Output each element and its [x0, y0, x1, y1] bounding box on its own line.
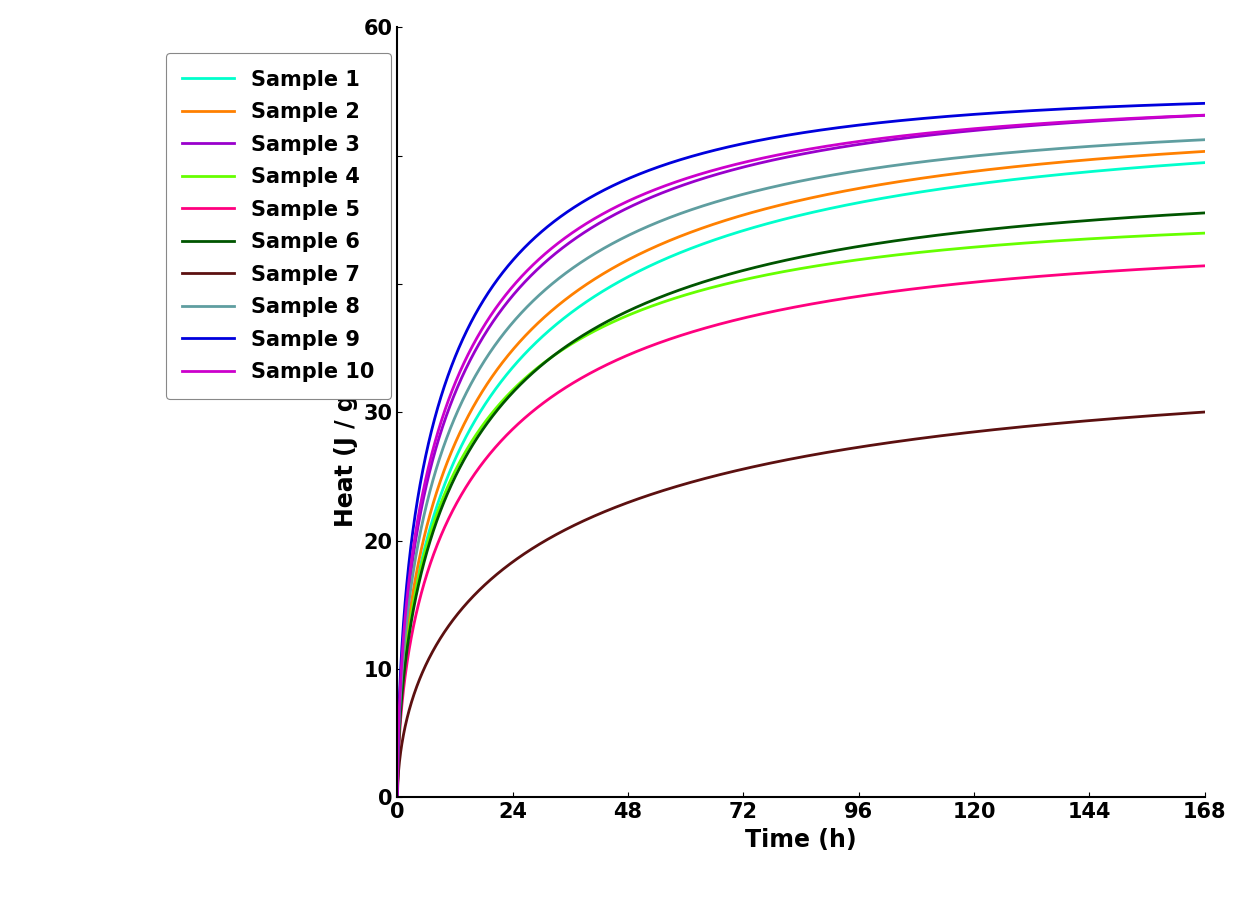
- Sample 2: [1026, 159, 1041, 170]
- Sample 10: [1174, 111, 1189, 121]
- Y-axis label: Heat (J / g solids): Heat (J / g solids): [334, 297, 358, 527]
- Line: Sample 7: Sample 7: [397, 412, 1205, 797]
- Sample 7: [431, 636, 446, 647]
- Sample 9: [1197, 98, 1212, 109]
- Sample 4: [1174, 228, 1189, 239]
- Sample 8: [1026, 145, 1041, 156]
- Sample 3: [1026, 120, 1041, 130]
- Sample 2: [782, 198, 797, 208]
- Sample 7: [1197, 407, 1212, 418]
- Sample 3: [761, 156, 776, 167]
- Sample 7: [390, 792, 405, 803]
- Sample 9: [431, 400, 446, 410]
- Line: Sample 2: Sample 2: [397, 151, 1205, 797]
- Line: Sample 5: Sample 5: [397, 265, 1205, 797]
- Sample 1: [431, 496, 446, 506]
- Sample 6: [782, 254, 797, 265]
- Sample 1: [1174, 159, 1189, 169]
- Sample 2: [390, 792, 405, 803]
- Sample 1: [1026, 172, 1041, 183]
- Sample 6: [431, 510, 446, 521]
- Sample 6: [390, 792, 405, 803]
- Sample 4: [761, 269, 776, 280]
- Sample 1: [761, 217, 776, 228]
- X-axis label: Time (h): Time (h): [745, 828, 857, 852]
- Sample 2: [761, 203, 776, 214]
- Sample 4: [1174, 228, 1189, 239]
- Sample 10: [1174, 111, 1189, 121]
- Sample 6: [1026, 219, 1041, 230]
- Sample 6: [761, 259, 776, 270]
- Sample 9: [761, 133, 776, 144]
- Sample 7: [1026, 420, 1041, 431]
- Sample 1: [390, 792, 405, 803]
- Sample 5: [782, 303, 797, 313]
- Sample 4: [431, 504, 446, 515]
- Sample 8: [1197, 134, 1212, 145]
- Sample 3: [1197, 110, 1212, 120]
- Line: Sample 10: Sample 10: [397, 115, 1205, 797]
- Sample 2: [1197, 146, 1212, 157]
- Sample 9: [782, 130, 797, 140]
- Line: Sample 4: Sample 4: [397, 233, 1205, 797]
- Sample 9: [1026, 105, 1041, 116]
- Sample 2: [431, 481, 446, 492]
- Sample 5: [1197, 260, 1212, 271]
- Line: Sample 1: Sample 1: [397, 162, 1205, 797]
- Sample 8: [431, 456, 446, 467]
- Sample 6: [1174, 209, 1189, 220]
- Sample 5: [1174, 262, 1189, 273]
- Sample 3: [431, 434, 446, 445]
- Sample 3: [782, 151, 797, 162]
- Sample 5: [1026, 272, 1041, 283]
- Sample 5: [431, 535, 446, 546]
- Sample 8: [782, 178, 797, 188]
- Legend: Sample 1, Sample 2, Sample 3, Sample 4, Sample 5, Sample 6, Sample 7, Sample 8, : Sample 1, Sample 2, Sample 3, Sample 4, …: [165, 53, 391, 399]
- Sample 4: [390, 792, 405, 803]
- Sample 1: [1174, 159, 1189, 169]
- Line: Sample 3: Sample 3: [397, 115, 1205, 797]
- Sample 10: [1197, 110, 1212, 120]
- Sample 5: [390, 792, 405, 803]
- Sample 7: [1174, 409, 1189, 419]
- Sample 7: [1174, 409, 1189, 419]
- Sample 4: [1197, 227, 1212, 238]
- Sample 4: [1026, 237, 1041, 248]
- Sample 10: [390, 792, 405, 803]
- Sample 2: [1174, 148, 1189, 159]
- Sample 5: [761, 307, 776, 318]
- Sample 9: [390, 792, 405, 803]
- Sample 7: [761, 458, 776, 469]
- Sample 1: [782, 212, 797, 223]
- Sample 8: [1174, 136, 1189, 147]
- Sample 8: [1174, 136, 1189, 147]
- Sample 10: [782, 147, 797, 158]
- Sample 6: [1174, 208, 1189, 219]
- Sample 6: [1197, 207, 1212, 218]
- Sample 5: [1174, 262, 1189, 273]
- Sample 2: [1174, 148, 1189, 159]
- Sample 1: [1197, 157, 1212, 168]
- Sample 3: [1174, 111, 1189, 121]
- Sample 9: [1174, 99, 1189, 110]
- Sample 3: [1174, 111, 1189, 122]
- Sample 10: [761, 151, 776, 162]
- Sample 4: [782, 265, 797, 276]
- Line: Sample 8: Sample 8: [397, 140, 1205, 797]
- Sample 10: [1026, 119, 1041, 130]
- Line: Sample 6: Sample 6: [397, 213, 1205, 797]
- Line: Sample 9: Sample 9: [397, 103, 1205, 797]
- Sample 8: [390, 792, 405, 803]
- Sample 8: [761, 182, 776, 193]
- Sample 3: [390, 792, 405, 803]
- Sample 10: [431, 424, 446, 435]
- Sample 9: [1174, 99, 1189, 110]
- Sample 7: [782, 454, 797, 465]
